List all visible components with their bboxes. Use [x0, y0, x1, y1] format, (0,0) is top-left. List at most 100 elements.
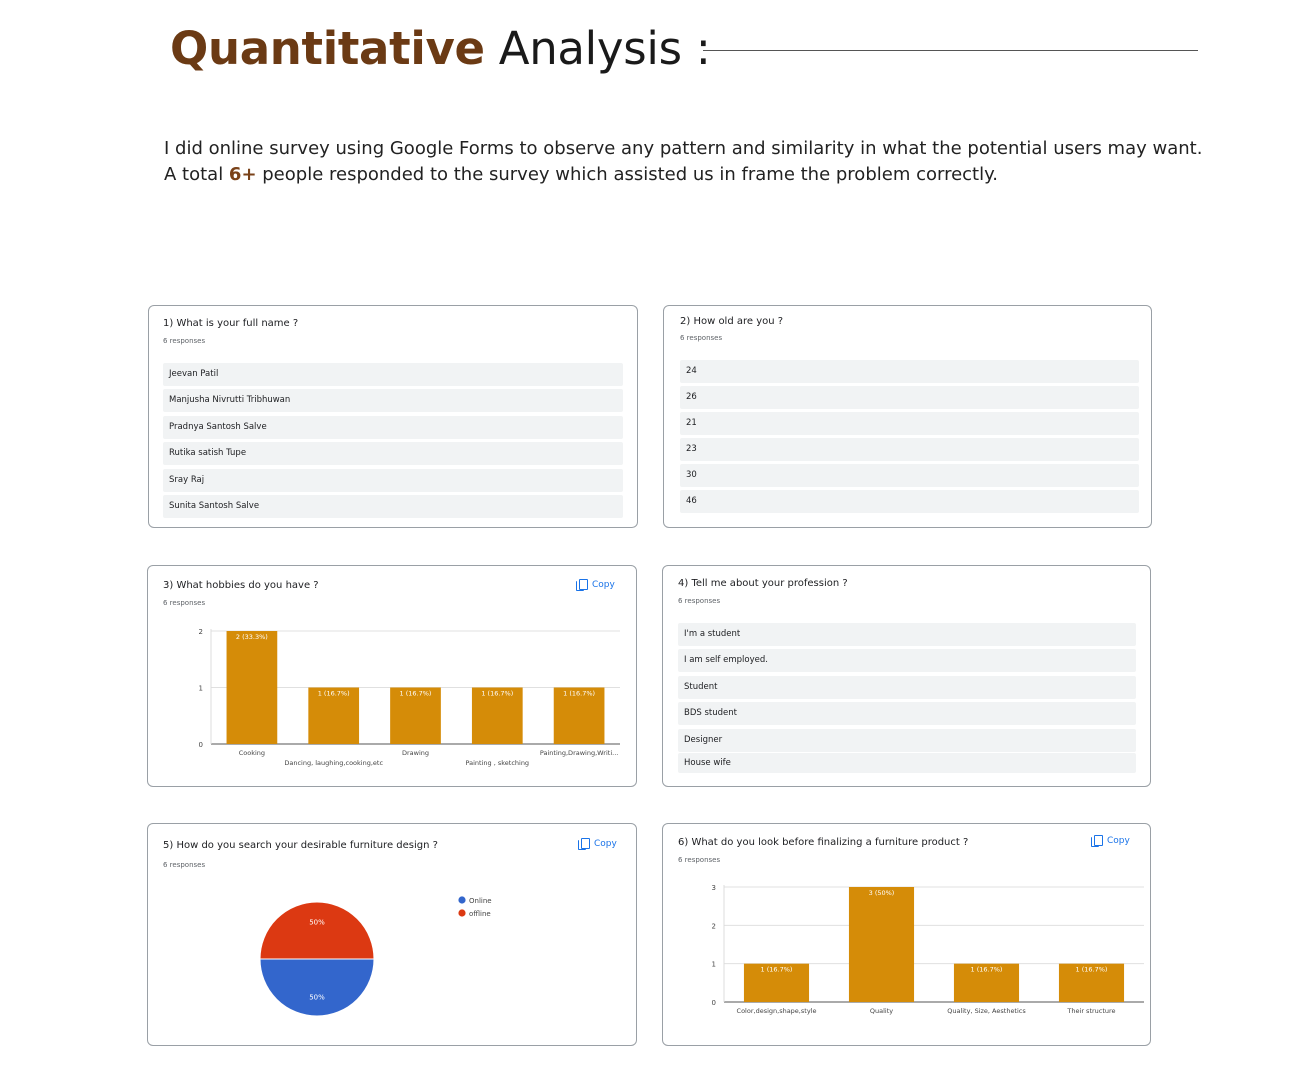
- copy-button[interactable]: Copy: [1091, 835, 1130, 847]
- response-item: 26: [680, 386, 1139, 409]
- legend-swatch: [458, 896, 466, 904]
- y-tick-label: 0: [712, 999, 716, 1007]
- question-title: 2) How old are you ?: [680, 316, 784, 327]
- data-label: 1 (16.7%): [761, 966, 793, 974]
- legend-label: Online: [469, 897, 492, 905]
- copy-button[interactable]: Copy: [578, 838, 617, 850]
- question-title: 3) What hobbies do you have ?: [163, 580, 319, 591]
- question-title: 5) How do you search your desirable furn…: [163, 840, 438, 851]
- copy-label: Copy: [592, 580, 615, 590]
- data-label: 1 (16.7%): [563, 690, 595, 698]
- copy-label: Copy: [594, 839, 617, 849]
- finalizing-factors-bar-chart: 0 1 2 3 1 (16.7%) Color,design,shape,style 3 (…: [712, 884, 1144, 1015]
- response-count: 6 responses: [678, 856, 721, 864]
- response-item: 24: [680, 360, 1139, 383]
- copy-button[interactable]: Copy: [576, 579, 615, 591]
- x-tick-label: Color,design,shape,style: [737, 1007, 817, 1015]
- response-item: Pradnya Santosh Salve: [163, 416, 623, 439]
- bar: [226, 631, 278, 744]
- copy-icon: [576, 579, 588, 591]
- y-tick-label: 2: [712, 922, 716, 930]
- copy-label: Copy: [1107, 836, 1130, 846]
- response-item: House wife: [678, 753, 1136, 773]
- x-tick-label: Drawing: [402, 749, 429, 757]
- card-q4: 4) Tell me about your profession ? 6 res…: [662, 565, 1151, 787]
- slice-label: 50%: [309, 918, 325, 926]
- question-title: 1) What is your full name ?: [163, 318, 299, 329]
- response-count: 6 responses: [163, 861, 206, 869]
- copy-icon: [578, 838, 590, 850]
- response-count: 6 responses: [163, 599, 206, 607]
- response-item: I'm a student: [678, 623, 1136, 646]
- y-tick-label: 1: [199, 685, 203, 693]
- bar: [390, 687, 441, 744]
- x-tick-label: Quality, Size, Aesthetics: [947, 1007, 1026, 1015]
- response-item: Manjusha Nivrutti Tribhuwan: [163, 389, 623, 412]
- y-tick-label: 0: [199, 741, 203, 749]
- question-title: 4) Tell me about your profession ?: [678, 578, 848, 589]
- slice-label: 50%: [309, 994, 325, 1002]
- data-label: 1 (16.7%): [1076, 966, 1108, 974]
- y-tick-label: 3: [712, 884, 716, 892]
- response-item: Student: [678, 676, 1136, 699]
- card-q2: 2) How old are you ? 6 responses 24 26 2…: [663, 305, 1152, 528]
- search-method-pie-chart: 50% 50% Online offline: [259, 896, 492, 1017]
- data-label: 3 (50%): [869, 889, 895, 897]
- title-divider: [703, 50, 1198, 51]
- response-count: 6 responses: [680, 334, 723, 342]
- intro-line-2: A total 6+ people responded to the surve…: [164, 162, 1284, 188]
- title-rest: Analysis :: [484, 22, 711, 75]
- data-label: 1 (16.7%): [971, 966, 1003, 974]
- card-q1: 1) What is your full name ? 6 responses …: [148, 305, 638, 528]
- response-item: Jeevan Patil: [163, 363, 623, 386]
- response-item: BDS student: [678, 702, 1136, 725]
- x-tick-label: Painting , sketching: [466, 759, 530, 767]
- response-item: I am self employed.: [678, 649, 1136, 672]
- bar: [471, 687, 523, 744]
- question-title: 6) What do you look before finalizing a …: [678, 837, 969, 848]
- data-label: 1 (16.7%): [481, 690, 513, 698]
- intro-line-1: I did online survey using Google Forms t…: [164, 138, 1203, 159]
- card-q3: 3) What hobbies do you have ? 6 response…: [147, 565, 637, 787]
- intro-highlight: 6+: [228, 164, 257, 185]
- response-item: 30: [680, 464, 1139, 487]
- data-label: 1 (16.7%): [318, 690, 350, 698]
- card-q5: 5) How do you search your desirable furn…: [147, 823, 637, 1046]
- data-label: 1 (16.7%): [400, 690, 432, 698]
- y-tick-label: 1: [712, 961, 716, 969]
- bar: [553, 687, 605, 744]
- page-title: Quantitative Analysis :: [170, 20, 711, 78]
- data-label: 2 (33.3%): [236, 633, 268, 641]
- title-strong: Quantitative: [170, 22, 485, 75]
- intro-text: I did online survey using Google Forms t…: [164, 136, 1284, 188]
- intro-pre: A total: [164, 164, 229, 185]
- bar: [308, 687, 360, 744]
- copy-icon: [1091, 835, 1103, 847]
- intro-post: people responded to the survey which ass…: [256, 164, 998, 185]
- pie-slice: [259, 958, 375, 1017]
- response-item: 46: [680, 490, 1139, 513]
- response-item: Designer: [678, 729, 1136, 752]
- y-tick-label: 2: [199, 628, 203, 636]
- x-tick-label: Dancing, laughing,cooking,etc: [284, 759, 383, 767]
- hobbies-bar-chart: 0 1 2 2 (33.3%) Cooking 1 (16.7%) Dancing, lau…: [199, 628, 620, 767]
- bar: [953, 963, 1020, 1002]
- response-item: Sunita Santosh Salve: [163, 495, 623, 518]
- x-tick-label: Painting,Drawing,Writi...: [540, 749, 618, 757]
- response-item: 23: [680, 438, 1139, 461]
- legend-label: offline: [469, 910, 491, 918]
- response-count: 6 responses: [678, 597, 721, 605]
- response-item: Sray Raj: [163, 469, 623, 492]
- bar: [743, 963, 810, 1002]
- response-item: 21: [680, 412, 1139, 435]
- x-tick-label: Their structure: [1066, 1007, 1115, 1015]
- legend-swatch: [458, 909, 466, 917]
- response-count: 6 responses: [163, 337, 206, 345]
- bar: [848, 887, 915, 1002]
- bar: [1058, 963, 1125, 1002]
- card-q6: 6) What do you look before finalizing a …: [662, 823, 1151, 1046]
- response-item: Rutika satish Tupe: [163, 442, 623, 465]
- x-tick-label: Cooking: [239, 749, 265, 757]
- pie-slice: [259, 901, 375, 960]
- x-tick-label: Quality: [870, 1007, 893, 1015]
